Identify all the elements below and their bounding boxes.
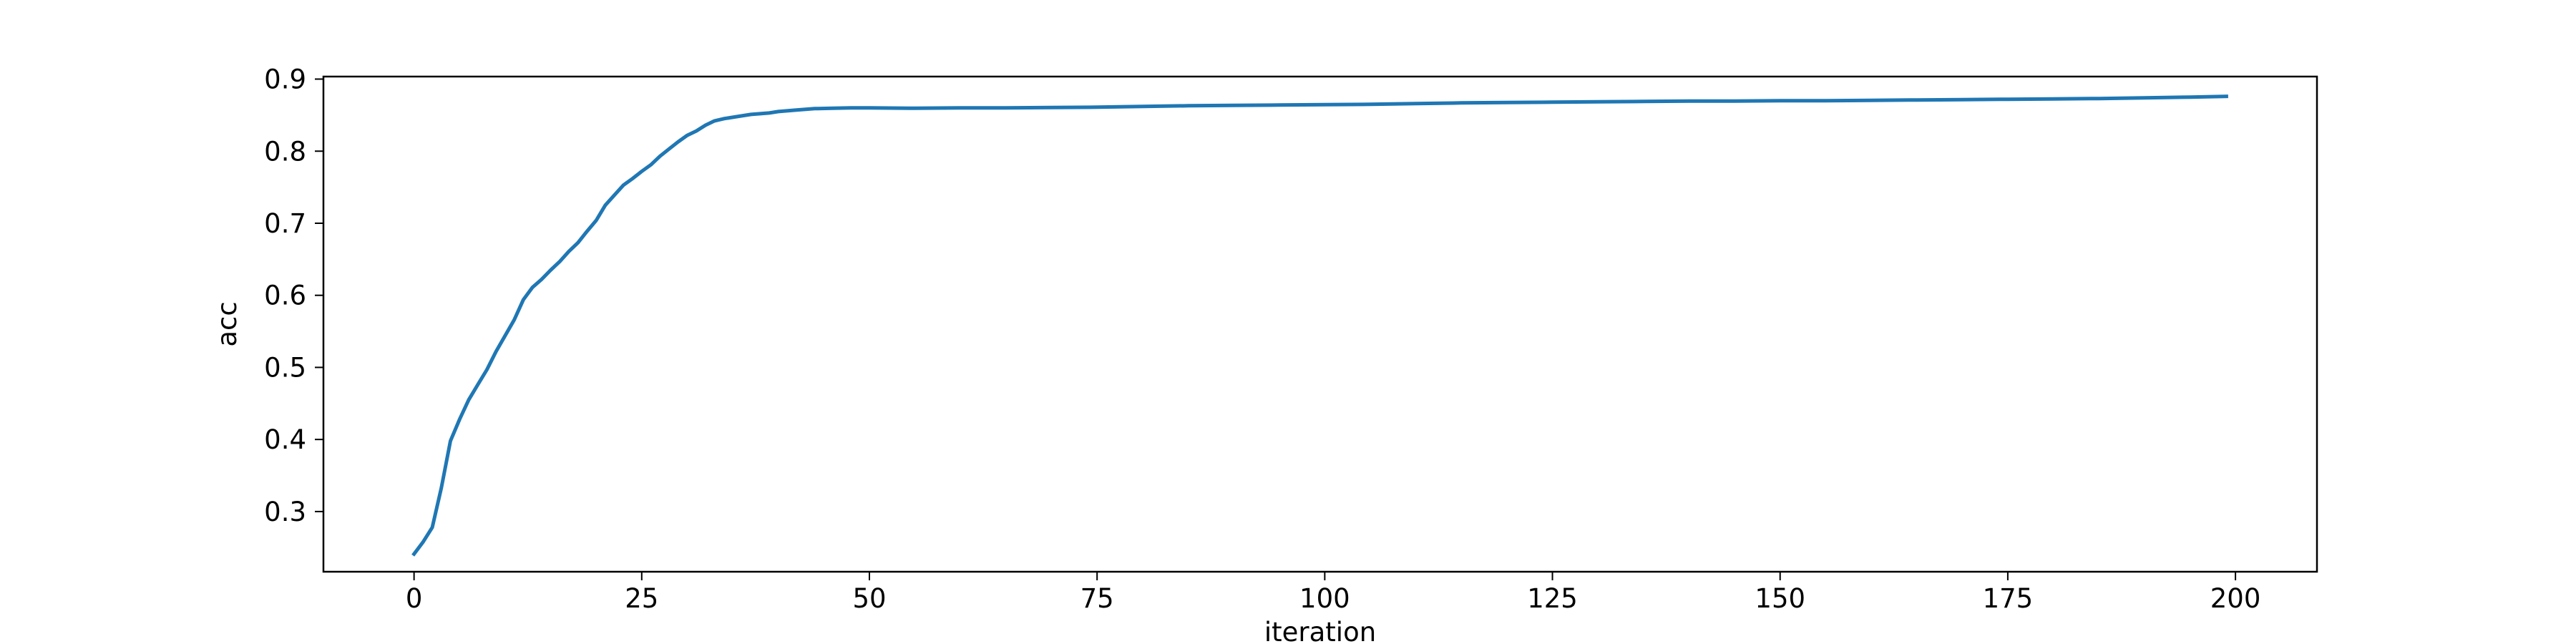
x-axis-label: iteration (1264, 617, 1376, 644)
y-tick-label: 0.4 (264, 424, 306, 455)
x-tick-label: 125 (1527, 583, 1578, 614)
x-tick-label: 75 (1080, 583, 1114, 614)
plot-area (411, 94, 2228, 557)
plot-frame (322, 75, 2318, 573)
x-tick-label: 50 (852, 583, 886, 614)
x-tick-label: 100 (1299, 583, 1350, 614)
y-tick-label: 0.9 (264, 64, 306, 95)
x-tick-label: 200 (2210, 583, 2261, 614)
y-tick-label: 0.7 (264, 208, 306, 239)
x-tick-label: 0 (406, 583, 423, 614)
y-tick-label: 0.3 (264, 497, 306, 527)
axes: 0 25 50 75 100 125 150 175 200 0.3 0.4 0.5 0.6 0.7 0.8… (264, 64, 2318, 614)
series-line-0 (411, 94, 2228, 557)
x-tick-label: 150 (1755, 583, 1805, 614)
y-tick-label: 0.6 (264, 280, 306, 311)
y-axis-label: acc (212, 301, 243, 346)
x-tick-label: 25 (625, 583, 658, 614)
x-tick-label: 175 (1983, 583, 2034, 614)
y-tick-label: 0.5 (264, 352, 306, 383)
y-tick-label: 0.8 (264, 136, 306, 167)
